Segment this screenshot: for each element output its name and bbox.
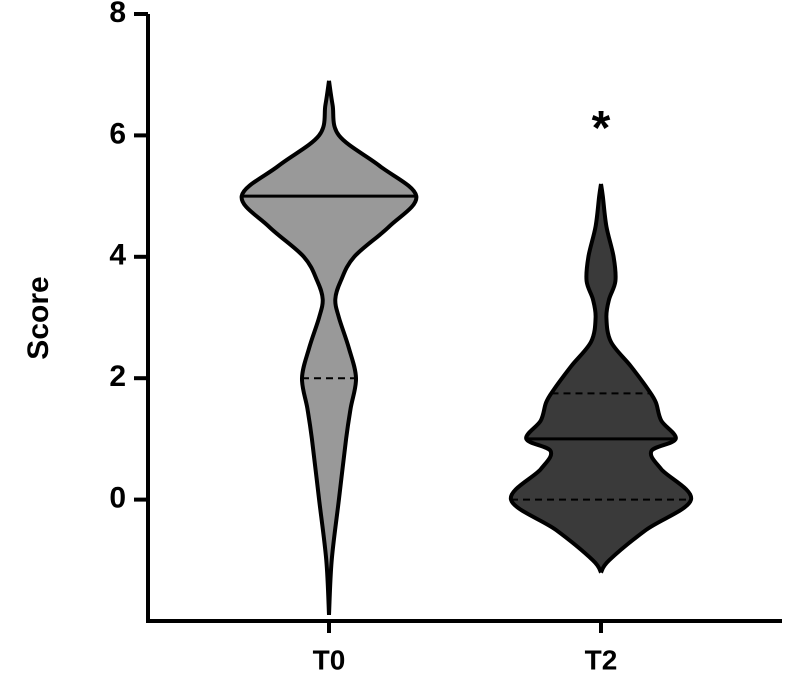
y-tick-label: 6 bbox=[109, 117, 126, 150]
violin-outline bbox=[599, 183, 694, 574]
violin-fill bbox=[510, 183, 601, 573]
violin-fill bbox=[241, 80, 329, 615]
y-tick-label: 2 bbox=[109, 360, 126, 393]
y-tick-label: 8 bbox=[109, 0, 126, 29]
violin-fill bbox=[601, 183, 692, 573]
violin-outline bbox=[239, 80, 331, 616]
y-tick-label: 4 bbox=[109, 239, 126, 272]
x-tick-label: T2 bbox=[585, 644, 618, 675]
violin-fill bbox=[329, 80, 417, 615]
annotation: * bbox=[592, 102, 611, 155]
y-tick-label: 0 bbox=[109, 482, 126, 515]
x-tick-label: T0 bbox=[313, 644, 346, 675]
violin-outline bbox=[327, 80, 419, 616]
y-axis-label: Score bbox=[22, 276, 55, 359]
